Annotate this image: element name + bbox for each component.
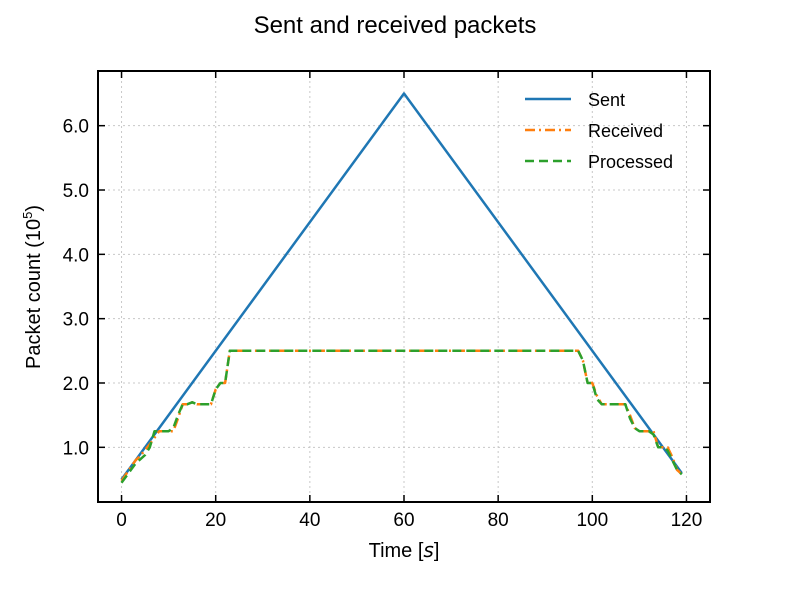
y-tick-label: 6.0 <box>63 117 89 138</box>
legend-label: Processed <box>588 152 673 172</box>
legend-label: Sent <box>588 90 625 110</box>
series-line-received <box>120 349 683 482</box>
x-tick-label: 60 <box>393 510 414 531</box>
legend-item-processed: Processed <box>525 152 673 172</box>
grid <box>98 71 710 502</box>
y-tick-label: 1.0 <box>63 438 89 459</box>
y-tick-label: 4.0 <box>63 245 89 266</box>
series-line-processed <box>120 349 683 484</box>
ticks: 0 20 40 60 80 100 120 1.0 2.0 3.0 4.0 5.0 6.0 <box>63 71 710 531</box>
x-tick-label: 100 <box>576 510 608 531</box>
x-tick-label: 0 <box>116 510 127 531</box>
x-tick-label: 120 <box>671 510 703 531</box>
y-tick-label: 2.0 <box>63 374 89 395</box>
x-tick-label: 40 <box>299 510 320 531</box>
legend-item-received: Received <box>525 121 663 141</box>
y-axis-label: Packet count (105) <box>20 205 45 369</box>
legend-item-sent: Sent <box>525 90 625 110</box>
x-tick-label: 80 <box>488 510 509 531</box>
legend-label: Received <box>588 121 663 141</box>
x-axis-label: Time [s] <box>369 538 440 562</box>
chart-title: Sent and received packets <box>254 12 537 39</box>
y-tick-label: 3.0 <box>63 310 89 331</box>
y-tick-label: 5.0 <box>63 181 89 202</box>
legend: Sent Received Processed <box>525 90 673 172</box>
series-line-sent <box>120 92 683 481</box>
series-layer <box>120 92 683 484</box>
x-tick-label: 20 <box>205 510 226 531</box>
